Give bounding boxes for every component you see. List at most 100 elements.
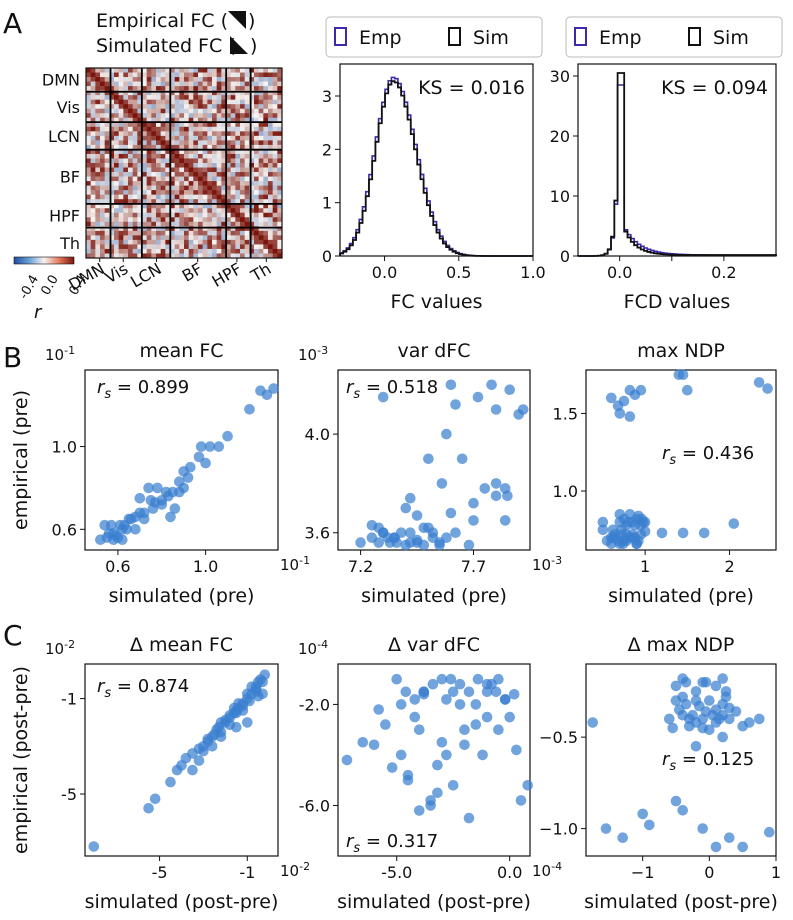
matrix-cell [174,131,180,137]
matrix-cell [156,176,161,182]
matrix-cell [198,181,203,186]
matrix-cell [95,68,101,73]
y-tick-label: 3.6 [305,524,330,543]
region-label-col: LCN [127,259,164,291]
matrix-cell [235,122,241,128]
matrix-cell [240,185,245,191]
matrix-cell [226,253,231,259]
matrix-cell [86,90,91,96]
matrix-cell [184,185,189,191]
matrix-cell [100,72,105,78]
matrix-cell [221,221,227,227]
fc-matrix-panel: Empirical FC ( ) Simulated FC ( ) DMNVis… [13,10,283,323]
scatter-point [606,392,617,404]
legend-box [325,16,543,58]
matrix-cell [142,117,147,123]
matrix-cell [202,99,208,105]
matrix-cell [212,144,217,150]
y-tick-label: 0 [560,247,570,266]
matrix-cell [100,104,105,110]
matrix-cell [272,163,278,168]
matrix-cell [165,217,171,223]
matrix-cell [174,126,180,132]
scatter-point [717,731,728,743]
scatter-point [470,699,482,710]
matrix-cell [170,113,175,119]
matrix-cell [156,194,161,200]
matrix-cell [132,190,138,195]
matrix-cell [272,153,278,159]
matrix-cell [216,77,222,82]
matrix-cell [95,172,101,177]
matrix-cell [240,108,245,114]
matrix-cell [202,126,208,132]
matrix-cell [179,203,185,209]
matrix-cell [100,163,105,168]
matrix-cell [212,153,217,159]
matrix-cell [221,239,227,245]
matrix-cell [263,167,269,173]
matrix-cell [151,244,157,250]
matrix-cell [188,140,194,146]
scatter-point [445,673,457,685]
matrix-cell [212,253,217,259]
matrix-cell [123,140,129,146]
matrix-cell [226,226,231,232]
x-tick-label: 1.0 [193,557,218,576]
matrix-cell [277,253,283,259]
matrix-cell [118,90,124,96]
matrix-cell [170,86,175,91]
matrix-cell [142,172,147,177]
matrix-cell [207,153,213,159]
matrix-cell [156,158,161,164]
matrix-cell [268,68,273,73]
matrix-cell [216,230,222,236]
matrix-cell [128,72,133,78]
matrix-cell [240,104,245,110]
matrix-cell [95,90,101,96]
matrix-cell [146,163,152,168]
matrix-cell [202,203,208,209]
matrix-cell [90,86,96,91]
matrix-cell [207,122,213,128]
matrix-cell [179,140,185,146]
matrix-cell [235,72,241,78]
scatter-point [697,677,708,688]
matrix-cell [258,212,264,218]
matrix-cell [160,149,166,155]
matrix-cell [174,244,180,250]
matrix-cell [212,99,217,105]
matrix-cell [258,108,264,114]
matrix-cell [235,176,241,182]
matrix-cell [90,149,96,155]
matrix-cell [165,72,171,78]
matrix-cell [132,176,138,182]
matrix-cell [114,68,119,73]
matrix-cell [109,68,115,73]
matrix-cell [240,172,245,177]
matrix-cell [128,167,133,173]
matrix-cell [151,135,157,141]
matrix-cell [128,99,133,105]
matrix-cell [90,230,96,236]
matrix-cell [226,95,231,100]
matrix-cell [207,104,213,110]
matrix-cell [174,208,180,214]
colorbar [13,256,75,265]
matrix-cell [202,149,208,155]
matrix-cell [90,212,96,218]
matrix-cell [128,239,133,245]
matrix-cell [240,153,245,159]
matrix-cell [165,230,171,236]
matrix-cell [184,113,189,119]
matrix-cell [170,131,175,137]
matrix-cell [86,81,91,87]
matrix-cell [160,208,166,214]
matrix-cell [179,77,185,82]
matrix-cell [272,77,278,82]
matrix-cell [198,239,203,245]
matrix-cell [235,77,241,82]
matrix-cell [184,248,189,254]
